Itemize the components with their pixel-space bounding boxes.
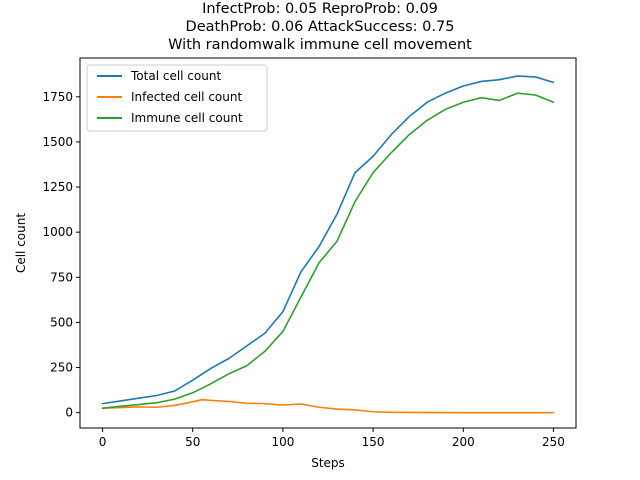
y-tick-label: 1500 [42,135,73,149]
x-tick-label: 100 [271,435,294,449]
legend: Total cell count Infected cell count Imm… [86,64,268,132]
chart-title: InfectProb: 0.05 ReproProb: 0.09 DeathPr… [168,1,472,53]
legend-label-total: Total cell count [130,69,221,83]
y-axis-ticks: 0 250 500 750 1000 1250 1500 1750 [42,90,80,420]
x-axis-ticks: 0 50 100 150 200 250 [99,428,565,449]
series-layer [101,75,555,414]
y-tick-label: 750 [50,270,73,284]
x-tick-label: 200 [452,435,475,449]
y-tick-label: 250 [50,361,73,375]
legend-box [86,64,268,132]
title-line-1: InfectProb: 0.05 ReproProb: 0.09 [202,1,438,17]
y-tick-label: 1000 [42,225,73,239]
x-tick-label: 150 [362,435,385,449]
y-tick-label: 1250 [42,180,73,194]
legend-label-infected: Infected cell count [131,90,242,104]
title-line-2: DeathProb: 0.06 AttackSuccess: 0.75 [186,19,455,35]
x-axis-label: Steps [311,456,345,470]
legend-label-immune: Immune cell count [131,111,243,125]
y-tick-label: 0 [65,406,73,420]
x-tick-label: 0 [99,435,107,449]
plot-frame [79,57,577,429]
y-tick-label: 500 [50,315,73,329]
y-tick-label: 1750 [42,90,73,104]
series-line-0 [101,75,555,405]
series-line-1 [101,398,555,414]
x-tick-label: 50 [185,435,200,449]
x-tick-label: 250 [542,435,565,449]
title-line-3: With randomwalk immune cell movement [168,37,472,53]
series-line-2 [101,92,555,409]
y-axis-label: Cell count [14,213,28,273]
